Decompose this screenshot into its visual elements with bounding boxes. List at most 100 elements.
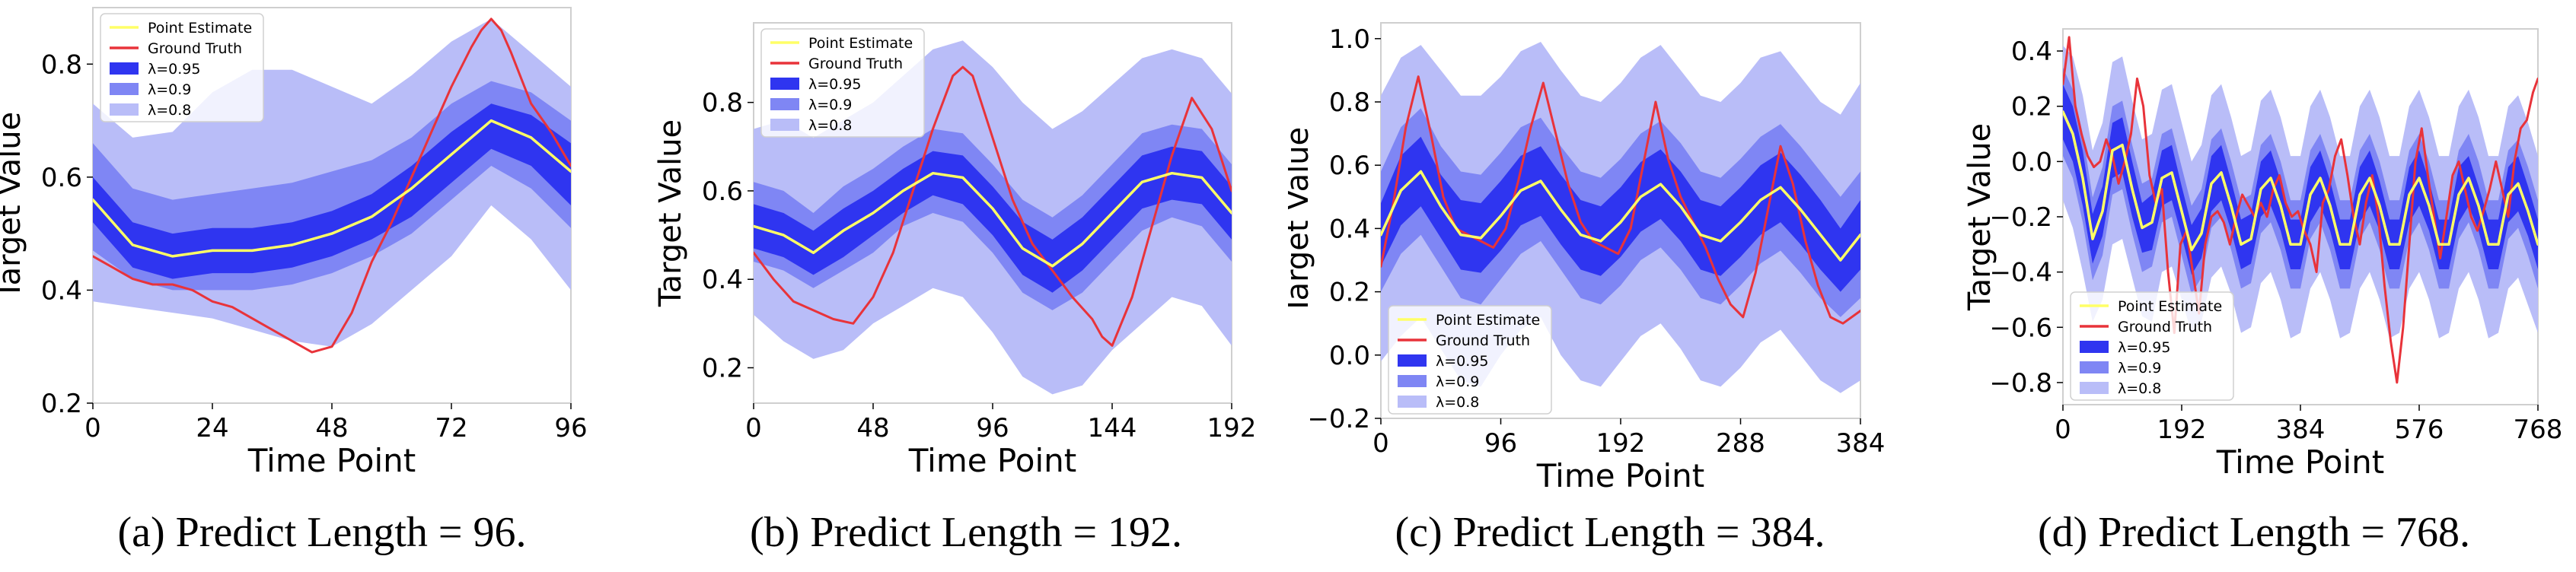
y-axis-label: Target Value bbox=[0, 112, 27, 300]
legend: Point Estimate Ground Truth λ=0.95 λ=0.9 λ=0… bbox=[2070, 291, 2234, 401]
y-tick-label: 0.8 bbox=[702, 88, 743, 119]
y-tick-label: 0.6 bbox=[702, 176, 743, 207]
chart-svg: 0 192 384 576 768 −0.8 −0.6 −0.4 −0.2 0.0 0.2 0.4 Ti… bbox=[1962, 28, 2563, 481]
x-axis-label: Time Point bbox=[908, 442, 1076, 479]
band-lambda-08 bbox=[2063, 45, 2538, 338]
legend-label: λ=0.9 bbox=[1436, 373, 1479, 390]
x-tick-label: 96 bbox=[554, 413, 587, 443]
y-tick-label: −0.6 bbox=[1989, 313, 2052, 343]
y-tick-label: −0.2 bbox=[1989, 202, 2052, 233]
band-lambda-095 bbox=[2063, 84, 2538, 275]
series-line-ground-truth bbox=[754, 65, 1232, 347]
x-axis-label: Time Point bbox=[1536, 457, 1704, 494]
legend-swatch-lambda-08 bbox=[2080, 382, 2109, 394]
x-tick-label: 384 bbox=[2276, 415, 2326, 445]
legend-label: λ=0.8 bbox=[1436, 394, 1479, 411]
y-tick-label: 0.2 bbox=[2011, 92, 2052, 122]
legend-swatch-lambda-095 bbox=[2080, 341, 2109, 353]
y-tick-label: 0.2 bbox=[1329, 278, 1370, 308]
legend-label: λ=0.9 bbox=[808, 97, 852, 113]
legend-label: Point Estimate bbox=[2118, 298, 2222, 315]
y-tick-label: 0.6 bbox=[1329, 151, 1370, 181]
legend-box bbox=[760, 28, 925, 138]
series-line-ground-truth bbox=[2063, 36, 2538, 384]
y-tick-label: 0.6 bbox=[41, 163, 82, 193]
legend-label: Point Estimate bbox=[148, 20, 252, 37]
y-axis-label: Target Value bbox=[1962, 123, 1997, 311]
legend-swatch-lambda-09 bbox=[1398, 375, 1427, 387]
legend-swatch-lambda-095 bbox=[1398, 354, 1427, 367]
y-tick-label: 0.4 bbox=[41, 275, 82, 306]
series-line-point-estimate bbox=[1381, 170, 1860, 262]
chart-svg: 0 48 96 144 192 0.2 0.4 0.6 0.8 Time Point Target … bbox=[653, 22, 1257, 479]
series-line-point-estimate bbox=[754, 171, 1232, 268]
legend-swatch-lambda-09 bbox=[110, 83, 139, 95]
x-tick-label: 96 bbox=[1484, 428, 1517, 459]
series-line-ground-truth bbox=[1381, 75, 1860, 325]
legend-label: λ=0.8 bbox=[808, 117, 852, 134]
legend-box bbox=[1388, 305, 1552, 415]
x-tick-label: 192 bbox=[1207, 413, 1257, 443]
legend-box bbox=[2070, 291, 2234, 401]
legend-label: λ=0.95 bbox=[1436, 353, 1488, 370]
x-tick-label: 48 bbox=[315, 413, 348, 443]
x-tick-label: 192 bbox=[1596, 428, 1646, 459]
legend: Point Estimate Ground Truth λ=0.95 λ=0.9 λ=0… bbox=[100, 13, 264, 122]
legend-swatch-lambda-09 bbox=[2080, 361, 2109, 373]
y-tick-label: 0.2 bbox=[41, 389, 82, 419]
x-axis-label: Time Point bbox=[2216, 443, 2384, 481]
legend-box bbox=[100, 13, 264, 122]
panel-caption: (d) Predict Length = 768. bbox=[2037, 509, 2471, 556]
x-tick-label: 0 bbox=[84, 413, 101, 443]
legend-label: λ=0.95 bbox=[2118, 339, 2170, 356]
legend-label: λ=0.8 bbox=[148, 102, 191, 119]
legend-label: Ground Truth bbox=[2118, 319, 2212, 335]
y-tick-label: −0.8 bbox=[1989, 368, 2052, 399]
x-axis-label: Time Point bbox=[247, 442, 416, 479]
legend-swatch-lambda-08 bbox=[770, 119, 799, 131]
y-tick-label: 0.4 bbox=[2011, 37, 2052, 67]
legend-label: Ground Truth bbox=[808, 56, 903, 72]
legend-label: Point Estimate bbox=[808, 35, 913, 52]
y-tick-label: 0.4 bbox=[702, 265, 743, 295]
panel-caption: (b) Predict Length = 192. bbox=[749, 509, 1183, 556]
plot-area bbox=[2063, 36, 2538, 384]
y-tick-label: 0.8 bbox=[41, 49, 82, 80]
series-line-point-estimate bbox=[2063, 110, 2538, 252]
legend-label: Ground Truth bbox=[1436, 332, 1530, 349]
x-tick-label: 768 bbox=[2514, 415, 2563, 445]
legend-swatch-lambda-095 bbox=[770, 78, 799, 90]
x-tick-label: 48 bbox=[856, 413, 889, 443]
x-tick-label: 0 bbox=[2055, 415, 2071, 445]
band-lambda-09 bbox=[2063, 67, 2538, 294]
x-tick-label: 288 bbox=[1716, 428, 1765, 459]
x-tick-label: 0 bbox=[745, 413, 762, 443]
band-lambda-095 bbox=[754, 146, 1232, 293]
legend-label: λ=0.9 bbox=[148, 81, 191, 98]
legend-label: λ=0.95 bbox=[148, 61, 200, 78]
band-lambda-095 bbox=[93, 103, 571, 279]
legend-swatch-lambda-08 bbox=[1398, 396, 1427, 408]
chart-panel-2: 0 48 96 144 192 0.2 0.4 0.6 0.8 Time Point Target … bbox=[644, 0, 1288, 572]
panel-caption: (a) Predict Length = 96. bbox=[117, 509, 527, 556]
legend-swatch-lambda-08 bbox=[110, 103, 139, 116]
x-tick-label: 0 bbox=[1372, 428, 1389, 459]
legend: Point Estimate Ground Truth λ=0.95 λ=0.9 λ=0… bbox=[760, 28, 925, 138]
y-axis-label: Target Value bbox=[1288, 127, 1315, 315]
band-lambda-095 bbox=[1381, 136, 1860, 292]
legend-swatch-lambda-095 bbox=[110, 62, 139, 75]
chart-panel-4: 0 192 384 576 768 −0.8 −0.6 −0.4 −0.2 0.0 0.2 0.4 Ti… bbox=[1932, 0, 2576, 572]
panel-caption: (c) Predict Length = 384. bbox=[1395, 509, 1825, 556]
legend-label: λ=0.8 bbox=[2118, 380, 2161, 397]
x-tick-label: 576 bbox=[2395, 415, 2444, 445]
y-tick-label: 0.8 bbox=[1329, 87, 1370, 118]
y-tick-label: 0.0 bbox=[2011, 147, 2052, 177]
legend-label: λ=0.9 bbox=[2118, 360, 2161, 377]
series-line-ground-truth bbox=[93, 17, 571, 354]
chart-panel-1: 0 24 48 72 96 0.2 0.4 0.6 0.8 Time Point Target Va… bbox=[0, 0, 644, 572]
series-line-point-estimate bbox=[93, 119, 571, 258]
y-tick-label: 1.0 bbox=[1329, 24, 1370, 55]
x-tick-label: 96 bbox=[976, 413, 1009, 443]
x-tick-label: 384 bbox=[1836, 428, 1886, 459]
